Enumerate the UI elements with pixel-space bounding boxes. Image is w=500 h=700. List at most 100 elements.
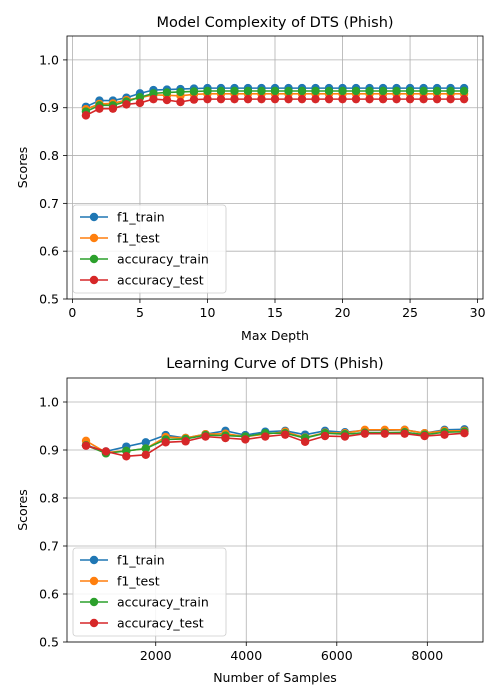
- x-axis-label: Number of Samples: [213, 670, 337, 685]
- y-tick-label: 0.7: [39, 539, 59, 554]
- series-f1-train: [81, 425, 469, 456]
- data-point: [189, 87, 199, 96]
- y-tick-label: 0.8: [39, 491, 59, 506]
- y-tick-label: 1.0: [39, 395, 59, 410]
- data-point: [149, 89, 158, 98]
- data-point: [392, 94, 401, 104]
- x-tick-label: 0: [68, 305, 76, 320]
- x-tick-label: 2000: [140, 648, 172, 663]
- legend-entry: f1_train: [80, 210, 165, 225]
- x-tick-label: 25: [402, 305, 418, 320]
- x-tick-label: 10: [200, 305, 216, 320]
- data-point: [351, 86, 361, 96]
- data-point: [378, 86, 388, 96]
- data-point: [243, 86, 253, 96]
- x-tick-label: 4000: [230, 648, 262, 663]
- x-tick-label: 5: [136, 305, 144, 320]
- data-point: [360, 429, 370, 438]
- data-point: [392, 86, 401, 96]
- legend-label: accuracy_train: [117, 252, 209, 267]
- data-point: [81, 441, 91, 450]
- legend-entry: accuracy_test: [80, 616, 204, 631]
- y-tick-label: 0.5: [39, 635, 59, 650]
- x-tick-label: 30: [470, 305, 486, 320]
- data-point: [141, 438, 150, 447]
- data-point: [280, 430, 290, 439]
- x-tick-label: 6000: [321, 648, 353, 663]
- y-tick-label: 0.6: [39, 587, 59, 602]
- model-complexity-chart: 0 5 10 15 20 25 30 0.5 0.6 0.7 0.8 0.9 1.0 Model Comp…: [15, 15, 486, 343]
- data-point: [243, 94, 253, 104]
- legend-entry: f1_test: [80, 231, 160, 246]
- legend-label: accuracy_test: [117, 273, 204, 288]
- data-point: [320, 431, 330, 441]
- data-point: [257, 94, 266, 104]
- x-tick-label: 15: [267, 305, 283, 320]
- legend-entry: accuracy_test: [80, 273, 204, 288]
- y-tick-label: 0.9: [39, 100, 59, 115]
- legend-label: f1_train: [117, 210, 165, 225]
- data-point: [311, 94, 320, 104]
- data-point: [221, 433, 230, 443]
- legend-marker: [89, 254, 99, 264]
- legend-entry: accuracy_train: [80, 252, 209, 267]
- data-point: [108, 104, 118, 113]
- learning-curve-chart: 2000 4000 6000 8000 0.5 0.6 0.7 0.8 0.9 1.0 Learni…: [15, 356, 484, 685]
- data-point: [261, 432, 270, 441]
- legend-marker: [89, 555, 99, 565]
- data-point: [432, 94, 442, 104]
- legend: f1_train f1_test accuracy_train accuracy_te…: [72, 547, 227, 637]
- chart-title: Learning Curve of DTS (Phish): [166, 356, 383, 372]
- legend-marker: [89, 618, 99, 628]
- data-point: [81, 111, 91, 120]
- data-point: [365, 86, 374, 96]
- y-tick-label: 0.8: [39, 148, 59, 163]
- data-point: [446, 86, 455, 96]
- data-point: [300, 437, 310, 447]
- data-point: [405, 86, 415, 96]
- legend-marker: [89, 576, 99, 586]
- data-point: [230, 86, 239, 96]
- data-point: [432, 86, 442, 96]
- data-point: [162, 88, 172, 97]
- data-point: [141, 450, 150, 459]
- data-point: [135, 98, 145, 108]
- legend: f1_train f1_test accuracy_train accuracy_te…: [72, 204, 227, 294]
- data-point: [311, 86, 320, 96]
- data-point: [351, 94, 361, 104]
- data-point: [446, 94, 455, 104]
- data-point: [400, 429, 409, 438]
- series-f1-test: [81, 425, 469, 457]
- data-point: [257, 86, 266, 96]
- data-point: [419, 86, 428, 96]
- x-tick-label: 20: [335, 305, 351, 320]
- data-point: [216, 86, 226, 96]
- data-point: [297, 94, 307, 104]
- data-point: [135, 93, 145, 102]
- legend-entry: accuracy_train: [80, 595, 209, 610]
- data-point: [241, 435, 250, 444]
- data-point: [459, 94, 469, 104]
- y-tick-label: 0.5: [39, 292, 59, 307]
- data-point: [338, 86, 347, 96]
- data-point: [420, 431, 429, 441]
- data-point: [284, 94, 293, 104]
- data-point: [459, 86, 469, 96]
- data-point: [270, 86, 280, 96]
- y-tick-label: 0.9: [39, 443, 59, 458]
- data-point: [419, 94, 428, 104]
- legend-label: accuracy_train: [117, 595, 209, 610]
- data-point: [405, 94, 415, 104]
- data-point: [162, 95, 172, 105]
- data-point: [161, 438, 170, 447]
- legend-box: [72, 547, 227, 637]
- data-point: [141, 444, 150, 453]
- legend-marker: [89, 275, 99, 285]
- data-point: [365, 94, 374, 104]
- y-axis-label: Scores: [15, 489, 30, 531]
- legend-label: f1_test: [117, 574, 160, 589]
- data-point: [95, 104, 104, 113]
- legend-marker: [89, 212, 99, 222]
- data-point: [340, 432, 350, 441]
